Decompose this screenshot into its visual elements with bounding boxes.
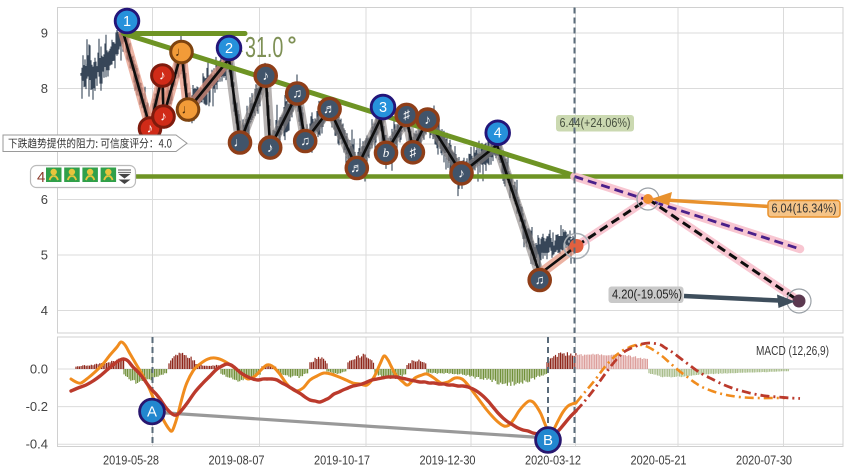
svg-text:♩: ♩ [234,135,247,150]
svg-text:2019-10-17: 2019-10-17 [314,453,370,468]
svg-text:2019-05-28: 2019-05-28 [103,453,159,468]
svg-text:♫: ♫ [300,133,310,148]
svg-text:-0.2: -0.2 [26,399,48,414]
svg-text:4: 4 [41,303,48,318]
svg-text:♪: ♪ [159,68,166,83]
svg-text:6.44(+24.06%): 6.44(+24.06%) [560,116,631,130]
svg-text:♪: ♪ [267,140,274,155]
svg-text:6: 6 [41,192,48,207]
svg-text:1: 1 [123,14,131,30]
svg-text:♪: ♪ [458,166,465,181]
svg-text:♩: ♩ [182,102,195,117]
svg-text:♪: ♪ [424,112,431,127]
svg-text:♬: ♬ [323,101,336,116]
svg-text:♩: ♩ [175,44,188,59]
svg-text:A: A [147,404,157,421]
svg-text:b: b [383,145,390,160]
svg-text:-0.4: -0.4 [26,437,48,452]
svg-text:2020-03-12: 2020-03-12 [525,453,581,468]
svg-text:2020-05-21: 2020-05-21 [631,453,687,468]
svg-text:0.0: 0.0 [30,362,48,377]
svg-text:♪: ♪ [147,121,154,136]
svg-text:2: 2 [225,41,233,57]
svg-text:6.04(16.34%): 6.04(16.34%) [772,202,837,216]
svg-text:MACD (12,26,9): MACD (12,26,9) [756,344,829,358]
svg-text:♬: ♬ [350,160,363,175]
svg-text:4.20(-19.05%): 4.20(-19.05%) [612,288,682,302]
svg-text:♫: ♫ [292,86,302,101]
svg-text:8: 8 [41,81,48,96]
svg-text:♯: ♯ [410,145,417,160]
svg-text:3: 3 [379,100,387,116]
svg-text:4: 4 [37,169,45,186]
svg-text:2019-12-30: 2019-12-30 [420,453,476,468]
svg-text:B: B [543,432,553,449]
svg-text:♪: ♪ [262,68,269,83]
svg-text:9: 9 [41,26,48,41]
svg-text:31.0: 31.0 [245,32,283,64]
svg-text:♫: ♫ [535,272,545,287]
svg-text:4: 4 [494,126,502,142]
svg-text:2019-08-07: 2019-08-07 [209,453,265,468]
svg-text:2020-07-30: 2020-07-30 [736,453,792,468]
svg-text:♪: ♪ [160,109,167,124]
svg-text:5: 5 [41,248,48,263]
svg-text:♯: ♯ [403,107,410,122]
